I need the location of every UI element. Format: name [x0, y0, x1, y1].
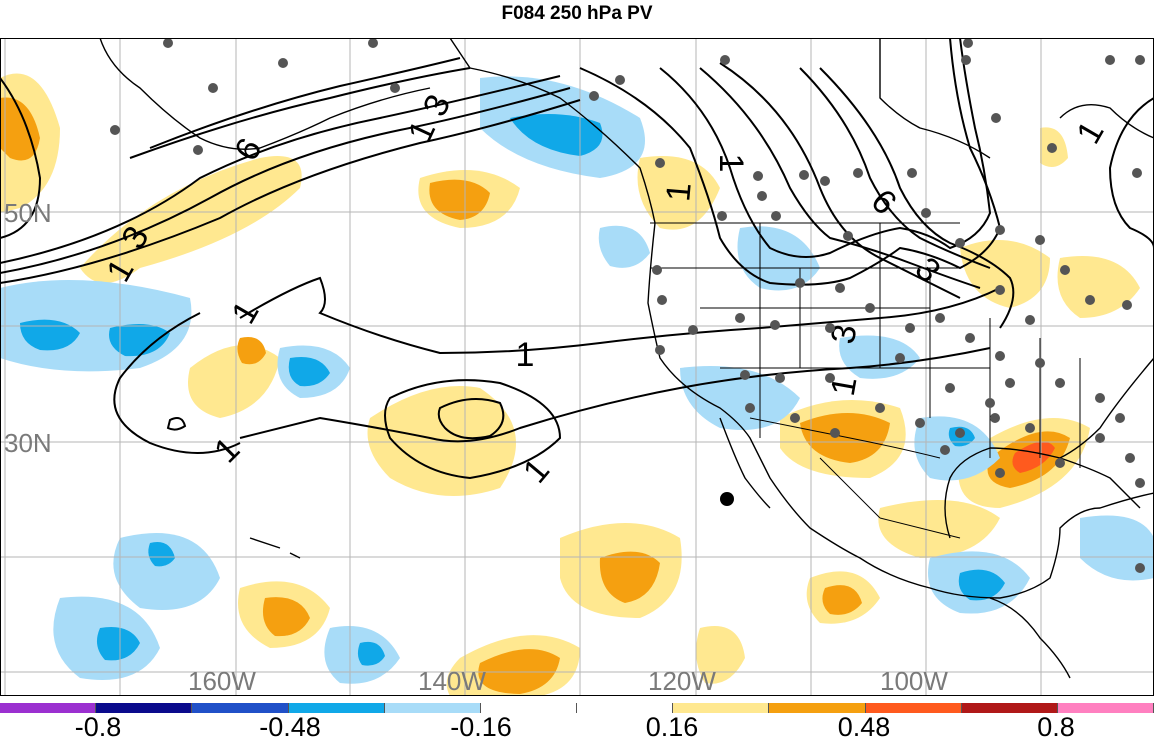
- colorbar-tick: 0.8: [1037, 712, 1075, 742]
- colorbar-tick: -0.16: [450, 712, 512, 742]
- lon-label-140w: 140W: [418, 666, 486, 696]
- colorbar-tick: -0.8: [74, 712, 122, 742]
- contour-label: 1: [516, 336, 535, 374]
- lat-lon-grid: [0, 38, 1154, 696]
- pv-contours: [0, 38, 1154, 480]
- lat-label-30n: 30N: [4, 428, 52, 458]
- lon-label-120w: 120W: [648, 666, 716, 696]
- colorbar-segment: [288, 703, 385, 713]
- colorbar-tick-labels: -0.8 -0.48 -0.16 0.16 0.48 0.8: [0, 712, 1154, 742]
- colorbar-segment: [769, 703, 866, 713]
- colorbar-segment: [480, 703, 578, 713]
- lon-label-160w: 160W: [188, 666, 256, 696]
- colorbar-segment: [961, 703, 1058, 713]
- political-boundaries: [650, 222, 1081, 539]
- station-markers: [110, 38, 1145, 573]
- colorbar-tick: 0.16: [645, 712, 699, 742]
- lon-label-100w: 100W: [880, 666, 948, 696]
- contour-label: 1: [712, 154, 750, 173]
- pv-map: 1 3 6 1 3 1 1 1 1 1 6 3 3 1 1 1: [0, 38, 1154, 696]
- colorbar-segment: [0, 703, 97, 713]
- coastlines: [99, 38, 1154, 679]
- colorbar-segment: [865, 703, 962, 713]
- lat-label-50n: 50N: [4, 198, 52, 228]
- colorbar-segment: [96, 703, 193, 713]
- colorbar-segment: [192, 703, 289, 713]
- figure-title: F084 250 hPa PV: [501, 3, 653, 24]
- colorbar-tick: 0.48: [837, 712, 891, 742]
- contour-label: 1: [659, 181, 699, 203]
- colorbar-segment: [384, 703, 481, 713]
- colorbar-tick: -0.48: [259, 712, 321, 742]
- colorbar-segment: [673, 703, 770, 713]
- colorbar-segment: [577, 703, 674, 713]
